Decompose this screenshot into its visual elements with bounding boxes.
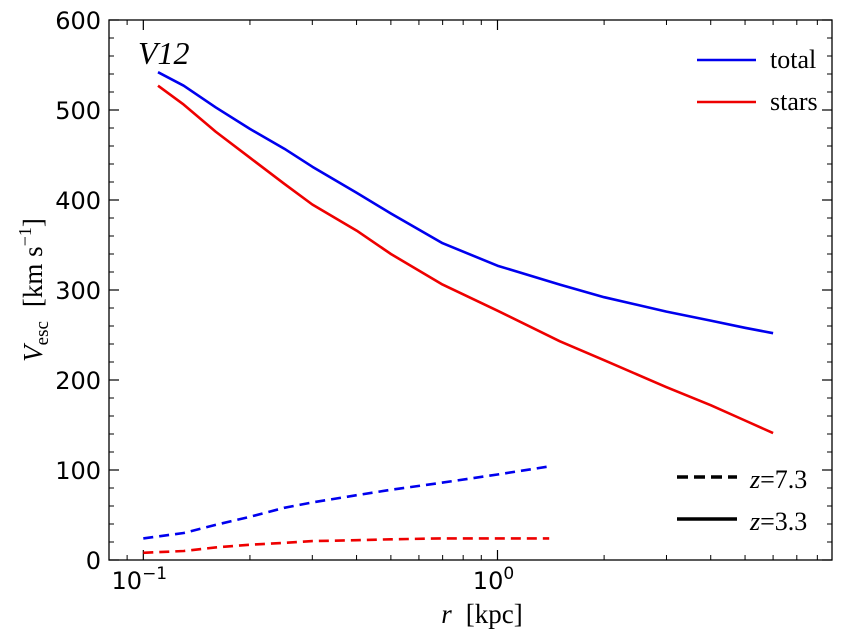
y-tick-label: 0 <box>86 547 101 575</box>
legend-z33-value: 3.3 <box>775 507 808 536</box>
x-tick-exponent: 0 <box>503 564 514 584</box>
series-stars-z33 <box>157 84 774 435</box>
x-tick-labels: 10−1 100 <box>112 564 515 595</box>
plot-frame <box>108 19 833 561</box>
legend-z73-value: 7.3 <box>775 465 808 494</box>
x-tick-label: 100 <box>473 564 514 595</box>
x-axis-title: r [kpc] <box>441 599 522 629</box>
y-tick-labels: 0 100 200 300 400 500 600 <box>55 7 101 575</box>
y-axis-unit: [km s <box>18 246 48 307</box>
series-total-z73 <box>143 465 550 540</box>
series-total-z33 <box>157 71 774 335</box>
x-axis-variable: r <box>441 599 452 629</box>
series-layer <box>143 71 774 555</box>
legend-components: total stars <box>697 45 818 116</box>
y-tick-label: 200 <box>55 367 101 395</box>
y-axis-subscript: esc <box>32 321 53 345</box>
legend-total-label: total <box>770 45 816 74</box>
y-axis-title: Vesc [km s−1] <box>15 218 53 362</box>
x-tick-base: 10 <box>112 567 143 595</box>
legend-z73-label: z=7.3 <box>749 465 807 494</box>
legend-stars-label: stars <box>770 87 818 116</box>
x-tick-label: 10−1 <box>112 564 168 595</box>
y-tick-label: 400 <box>55 187 101 215</box>
panel-label: V12 <box>138 35 190 71</box>
x-tick-exponent: −1 <box>142 564 167 584</box>
y-axis-variable: V <box>18 342 48 362</box>
minor-ticks <box>109 20 832 560</box>
legend-redshift: z=7.3 z=3.3 <box>677 465 807 536</box>
y-axis-unit-exponent: −1 <box>15 227 35 246</box>
y-tick-label: 600 <box>55 7 101 35</box>
legend-z33-label: z=3.3 <box>749 507 807 536</box>
x-tick-base: 10 <box>473 567 504 595</box>
y-tick-label: 100 <box>55 457 101 485</box>
series-stars-z73 <box>143 537 550 555</box>
x-axis-unit: [kpc] <box>466 599 523 629</box>
y-tick-label: 500 <box>55 97 101 125</box>
y-tick-label: 300 <box>55 277 101 305</box>
y-axis-unit-close: ] <box>18 218 48 227</box>
